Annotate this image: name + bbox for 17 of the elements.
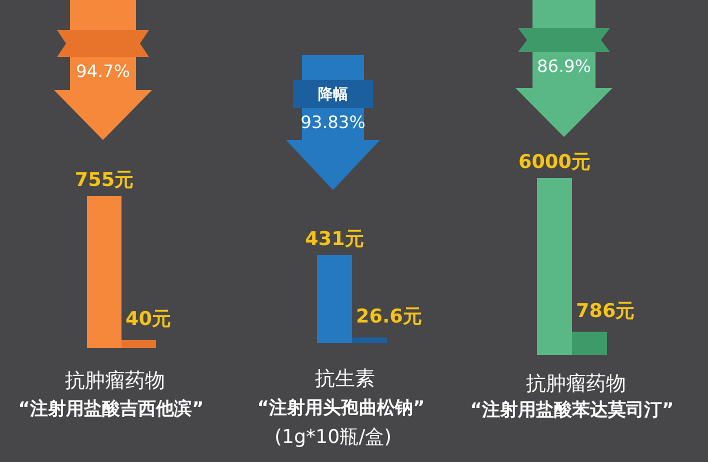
annotation: 86.9% — [537, 57, 591, 77]
title: 抗肿瘤药物 — [65, 368, 165, 392]
annotation: 降幅 — [318, 85, 348, 103]
subtitle: “注射用盐酸苯达莫司汀” — [470, 400, 674, 420]
value-label: 40元 — [126, 308, 171, 330]
value-label: 6000元 — [518, 151, 590, 173]
value-label: 431元 — [305, 228, 364, 250]
subtitle: “注射用盐酸吉西他滨” — [18, 398, 204, 420]
subtitle: “注射用头孢曲松钠” — [257, 398, 425, 418]
annotation: 94.7% — [76, 62, 130, 82]
title: 抗生素 — [315, 366, 375, 390]
value-label: 786元 — [576, 300, 635, 322]
title: 抗肿瘤药物 — [526, 371, 626, 395]
annotation: 93.83% — [300, 113, 366, 133]
value-label: 755元 — [74, 169, 134, 191]
annotation: (1g*10瓶/盒) — [274, 426, 392, 448]
value-label: 26.6元 — [356, 306, 422, 328]
